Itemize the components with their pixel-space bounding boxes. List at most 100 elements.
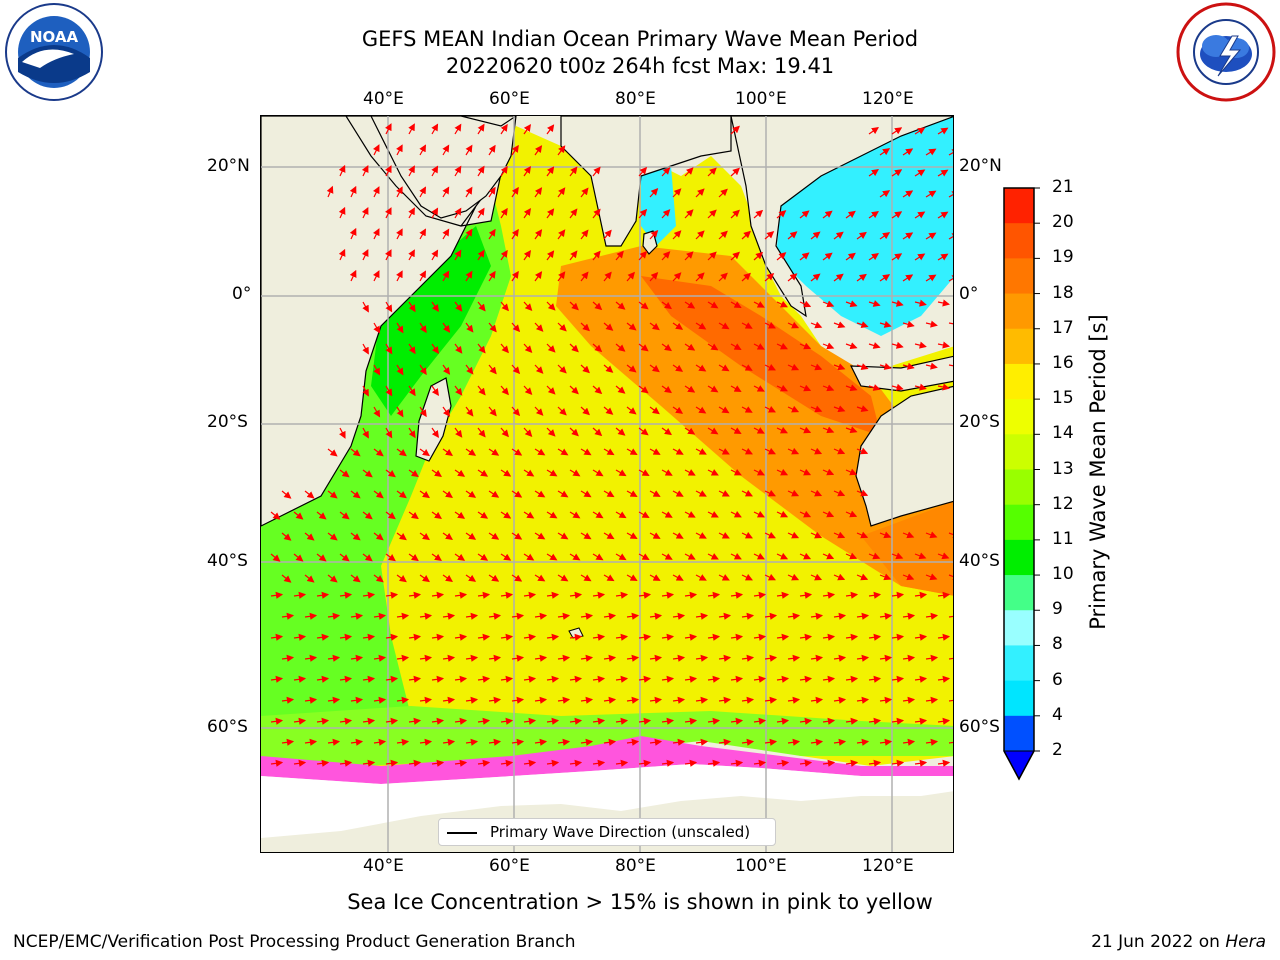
wave-arrow — [534, 490, 546, 498]
wave-arrow — [948, 322, 953, 325]
wave-arrow — [465, 448, 477, 456]
wave-arrow — [822, 426, 835, 434]
wave-arrow — [385, 427, 393, 439]
wave-arrow — [500, 717, 514, 725]
wave-arrow — [868, 552, 881, 560]
wave-arrow — [603, 574, 615, 582]
wave-arrow — [925, 320, 938, 328]
wave-arrow — [592, 301, 603, 311]
wave-arrow — [408, 717, 422, 725]
wave-arrow — [408, 553, 419, 562]
wave-arrow — [730, 125, 740, 135]
sea-ice-edge — [261, 736, 953, 784]
wave-arrow — [615, 511, 627, 519]
wave-arrow — [362, 759, 376, 767]
wave-arrow — [304, 738, 318, 746]
wave-arrow — [385, 385, 393, 397]
wave-arrow — [753, 633, 767, 641]
wave-arrow — [350, 612, 364, 620]
wave-arrow — [833, 738, 847, 746]
wave-arrow — [707, 343, 719, 351]
wave-arrow — [396, 322, 404, 334]
map-panel[interactable] — [260, 115, 954, 853]
wave-arrow — [914, 591, 928, 599]
legend-label: Primary Wave Direction (unscaled) — [490, 823, 751, 841]
footer-right: 21 Jun 2022 on Hera — [1091, 932, 1266, 952]
wave-arrow — [442, 654, 456, 662]
wave-arrow — [707, 469, 719, 476]
wave-arrow — [868, 211, 879, 219]
wave-arrow — [638, 553, 650, 560]
wave-arrow — [316, 759, 330, 767]
wave-arrow — [764, 654, 778, 662]
wave-arrow — [810, 573, 823, 581]
wave-arrow — [787, 738, 801, 746]
wave-arrow — [523, 301, 533, 311]
wave-arrow — [914, 383, 927, 391]
wave-arrow — [649, 188, 659, 198]
lat-left-label: 60°S — [207, 717, 248, 737]
wave-arrow — [304, 654, 318, 662]
wave-arrow — [638, 675, 652, 683]
colorbar-tick-label: 8 — [1052, 634, 1063, 655]
wave-arrow — [431, 553, 442, 561]
wave-arrow — [718, 532, 730, 539]
wave-arrow — [580, 322, 590, 332]
wave-arrow — [695, 322, 707, 330]
wave-arrow — [362, 427, 369, 439]
wave-arrow — [580, 574, 592, 582]
wave-arrow — [569, 553, 581, 561]
wave-arrow — [326, 185, 334, 198]
ocean-orange-southeast — [861, 501, 953, 596]
wave-arrow — [477, 385, 486, 396]
wave-arrow — [810, 363, 823, 371]
wave-arrow — [385, 675, 399, 683]
wave-arrow — [546, 591, 560, 599]
wave-arrow — [580, 612, 594, 620]
wave-arrow — [580, 448, 592, 456]
wave-arrow — [534, 612, 548, 620]
wave-arrow — [764, 489, 776, 497]
wave-arrow — [810, 489, 823, 497]
wave-arrow — [350, 654, 364, 662]
wave-arrow — [879, 654, 893, 662]
wave-arrow — [948, 531, 953, 539]
wave-arrow — [891, 759, 905, 767]
wave-arrow — [730, 385, 742, 392]
wave-arrow — [350, 696, 364, 704]
wave-arrow — [948, 615, 953, 618]
wave-arrow — [396, 738, 410, 746]
wave-arrow — [799, 510, 812, 518]
wave-arrow — [454, 343, 463, 354]
wave-arrow — [488, 696, 502, 704]
wave-arrow — [626, 271, 635, 282]
wave-arrow — [615, 591, 629, 599]
lat-right-label: 60°S — [959, 717, 1000, 737]
wave-arrow — [293, 633, 307, 641]
wave-arrow — [833, 696, 847, 704]
wave-arrow — [592, 591, 606, 599]
wave-arrow — [511, 612, 525, 620]
wave-arrow — [442, 186, 450, 198]
wave-arrow — [546, 717, 560, 725]
wave-arrow — [661, 167, 671, 177]
wave-arrow — [534, 654, 548, 662]
wave-arrow — [845, 591, 859, 599]
wave-arrow — [339, 511, 350, 520]
wave-arrow — [304, 696, 318, 704]
wave-arrow — [615, 675, 629, 683]
lon-top-label: 100°E — [735, 89, 787, 109]
wave-arrow — [925, 612, 939, 620]
wave-arrow — [546, 759, 560, 767]
wave-arrow — [465, 612, 479, 620]
wave-arrow — [718, 612, 732, 620]
wave-arrow — [695, 406, 707, 414]
colorbar-segment — [1004, 399, 1034, 435]
wave-arrow — [684, 633, 698, 641]
wave-arrow — [914, 633, 928, 641]
wave-arrow — [316, 717, 330, 725]
wave-arrow — [431, 165, 439, 177]
wave-arrow — [856, 231, 867, 240]
wave-arrow — [431, 123, 439, 135]
wave-arrow — [672, 490, 684, 497]
